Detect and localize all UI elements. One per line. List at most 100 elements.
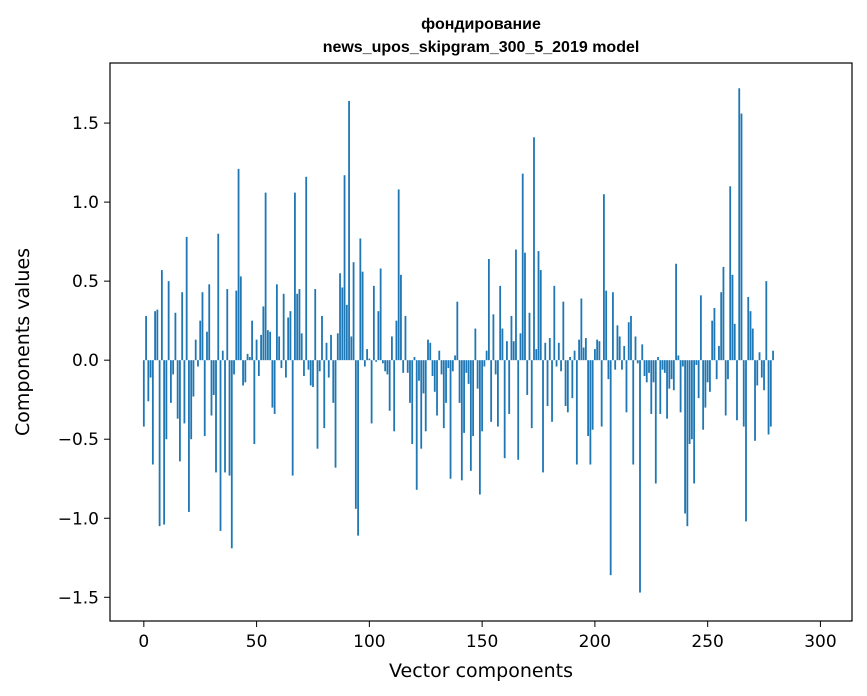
bar-212 xyxy=(621,360,623,370)
bar-47 xyxy=(248,357,251,361)
bar-222 xyxy=(643,360,646,376)
bar-46 xyxy=(246,353,249,361)
bar-94 xyxy=(354,360,357,509)
bar-255 xyxy=(718,345,720,361)
bar-185 xyxy=(560,360,562,372)
bar-17 xyxy=(181,292,184,361)
bar-178 xyxy=(544,342,547,361)
bar-11 xyxy=(167,281,170,361)
bar-224 xyxy=(648,360,650,373)
bar-84 xyxy=(332,360,335,403)
bar-276 xyxy=(765,281,768,361)
bar-247 xyxy=(699,295,702,361)
bar-192 xyxy=(575,360,578,465)
bar-113 xyxy=(397,189,400,361)
y-tick-label: −1.5 xyxy=(58,588,99,608)
bar-157 xyxy=(497,360,499,427)
bar-269 xyxy=(749,311,752,361)
bar-30 xyxy=(210,360,213,416)
bar-65 xyxy=(289,311,292,361)
x-tick-label: 250 xyxy=(691,632,723,652)
bar-52 xyxy=(260,334,262,361)
bar-268 xyxy=(747,296,750,361)
bar-138 xyxy=(454,355,456,361)
bar-227 xyxy=(654,360,657,484)
bar-152 xyxy=(485,350,488,361)
bar-40 xyxy=(233,360,235,375)
bar-216 xyxy=(630,315,632,361)
bar-128 xyxy=(431,360,434,376)
bar-89 xyxy=(343,175,346,361)
bar-135 xyxy=(447,360,450,369)
bar-32 xyxy=(215,360,217,473)
bar-236 xyxy=(675,263,677,361)
bar-31 xyxy=(212,360,215,395)
bar-137 xyxy=(451,360,454,372)
bar-245 xyxy=(695,360,698,365)
bar-12 xyxy=(169,360,172,403)
bar-44 xyxy=(242,360,244,386)
bar-145 xyxy=(469,360,472,471)
x-axis-ticks: 0 50 100 150 200 250 300 xyxy=(138,621,837,652)
bar-119 xyxy=(411,360,414,444)
bar-38 xyxy=(228,360,231,476)
bar-129 xyxy=(433,360,436,392)
bar-237 xyxy=(677,355,680,361)
bar-42 xyxy=(237,168,240,361)
bar-233 xyxy=(668,360,671,389)
bar-76 xyxy=(314,289,317,361)
bar-104 xyxy=(377,311,380,361)
bar-82 xyxy=(327,360,330,378)
bar-183 xyxy=(555,360,558,367)
bar-252 xyxy=(711,320,714,361)
bar-35 xyxy=(221,350,224,361)
bar-24 xyxy=(197,360,199,367)
bar-147 xyxy=(474,328,477,361)
bar-265 xyxy=(740,113,743,361)
bar-106 xyxy=(381,360,384,364)
bar-162 xyxy=(508,360,511,414)
bar-43 xyxy=(239,276,242,361)
bar-202 xyxy=(598,341,601,361)
bar-213 xyxy=(623,345,626,361)
bar-110 xyxy=(391,336,393,361)
bar-75 xyxy=(312,360,314,388)
bar-54 xyxy=(264,192,267,361)
bar-199 xyxy=(591,360,594,430)
x-tick-label: 200 xyxy=(579,632,611,652)
bar-196 xyxy=(584,338,587,361)
bar-134 xyxy=(445,360,447,403)
bar-263 xyxy=(736,360,738,421)
bar-36 xyxy=(224,360,226,473)
bar-148 xyxy=(476,360,479,389)
bar-115 xyxy=(402,360,405,373)
bar-131 xyxy=(438,350,441,361)
bar-10 xyxy=(165,360,168,440)
bar-260 xyxy=(729,186,732,361)
bar-161 xyxy=(506,341,508,361)
bar-48 xyxy=(251,320,253,361)
bar-8 xyxy=(160,270,163,361)
bar-174 xyxy=(535,349,538,361)
bar-71 xyxy=(303,360,305,376)
bar-238 xyxy=(679,360,682,413)
y-axis-label: Components values xyxy=(12,248,34,436)
bar-156 xyxy=(494,360,497,375)
bar-88 xyxy=(341,287,344,361)
bar-273 xyxy=(758,352,761,361)
bar-189 xyxy=(569,357,571,361)
bar-171 xyxy=(528,312,531,361)
bar-261 xyxy=(731,274,734,361)
bar-223 xyxy=(645,360,648,383)
bar-93 xyxy=(352,262,355,361)
bar-142 xyxy=(463,360,465,433)
bar-63 xyxy=(285,360,287,378)
bar-264 xyxy=(738,88,741,361)
bar-267 xyxy=(745,360,747,522)
bar-112 xyxy=(395,320,398,361)
bars xyxy=(142,88,774,593)
bar-250 xyxy=(706,360,709,383)
bar-165 xyxy=(515,249,517,361)
bar-151 xyxy=(483,360,486,367)
x-tick-label: 0 xyxy=(138,632,149,652)
